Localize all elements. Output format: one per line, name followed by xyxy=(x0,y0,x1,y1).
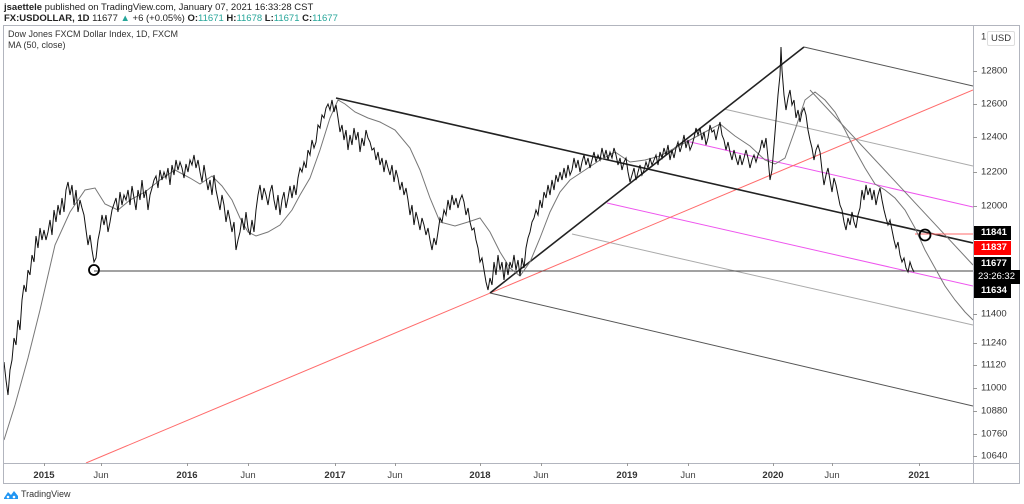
tradingview-brand: TradingView xyxy=(21,489,71,499)
price-axis-label: 11120 xyxy=(981,359,1007,371)
price-axis-label: 12400 xyxy=(981,131,1008,143)
time-axis-label: 2017 xyxy=(324,470,346,481)
time-axis-label: 2015 xyxy=(33,470,55,481)
time-axis-label: Jun xyxy=(240,470,256,481)
time-axis-divider xyxy=(3,463,1020,464)
time-axis-label: Jun xyxy=(387,470,403,481)
trendline-circle-marker xyxy=(918,228,932,242)
currency-label[interactable]: USD xyxy=(987,31,1016,46)
time-tick xyxy=(688,463,689,466)
price-axis-label: 12000 xyxy=(981,200,1008,212)
price-tick xyxy=(973,314,977,315)
pitchfork-magenta-lower xyxy=(606,202,973,287)
price-tick xyxy=(973,206,977,207)
publish-text: published on TradingView.com, January 07… xyxy=(44,2,314,13)
ma-indicator-legend[interactable]: MA (50, close) xyxy=(8,40,66,50)
price-axis-label: 12200 xyxy=(981,166,1008,178)
open-value: 11671 xyxy=(198,13,224,24)
time-axis-label: Jun xyxy=(93,470,109,481)
author-name[interactable]: jsaettele xyxy=(4,2,43,13)
tradingview-footer: TradingView xyxy=(4,489,71,499)
price-change: +6 (+0.05%) xyxy=(132,13,185,24)
symbol-ohlc-line: FX:USDOLLAR, 1D 11677 ▲ +6 (+0.05%) O:11… xyxy=(4,13,338,24)
low-label: L: xyxy=(264,13,274,24)
time-tick xyxy=(541,463,542,466)
price-tick xyxy=(973,411,977,412)
time-tick xyxy=(187,463,188,466)
time-axis-label: Jun xyxy=(680,470,696,481)
close-label: C: xyxy=(302,13,313,24)
pitchfork-upper-line xyxy=(803,46,973,87)
price-tick xyxy=(973,71,977,72)
price-tag-11634: 11634 xyxy=(974,284,1011,298)
price-axis-label: 10640 xyxy=(981,450,1008,462)
time-tick xyxy=(627,463,628,466)
price-axis-label: 11000 xyxy=(981,382,1007,394)
time-tick xyxy=(832,463,833,466)
time-tick xyxy=(919,463,920,466)
time-tick xyxy=(480,463,481,466)
time-axis-label: 2019 xyxy=(616,470,638,481)
up-arrow-icon: ▲ xyxy=(120,13,130,24)
ma50-line xyxy=(4,91,973,441)
price-axis-label: 11400 xyxy=(981,308,1007,320)
price-tick xyxy=(973,456,977,457)
price-tick xyxy=(973,343,977,344)
price-tick xyxy=(973,365,977,366)
time-tick xyxy=(773,463,774,466)
tradingview-logo-icon xyxy=(4,490,18,499)
pitchfork-lower-line xyxy=(489,292,973,407)
price-tick xyxy=(973,104,977,105)
price-axis-label: 11240 xyxy=(981,337,1007,349)
price-tick xyxy=(973,172,977,173)
low-circle-marker xyxy=(88,264,100,276)
pitchfork-median-red-line xyxy=(85,89,973,463)
pitchfork-handle-line xyxy=(489,46,805,294)
close-value: 11677 xyxy=(312,13,338,24)
price-axis-label: 10760 xyxy=(981,428,1008,440)
time-axis-label: 2016 xyxy=(176,470,198,481)
price-tick xyxy=(973,137,977,138)
price-tick xyxy=(973,388,977,389)
chart-frame xyxy=(3,25,1020,484)
time-axis-label: 2020 xyxy=(762,470,784,481)
bar-countdown-tag: 23:26:32 xyxy=(974,270,1020,284)
price-tag-11837: 11837 xyxy=(974,241,1011,255)
descending-trendline xyxy=(335,97,973,244)
open-label: O: xyxy=(187,13,199,24)
symbol-label: FX:USDOLLAR, 1D xyxy=(4,13,90,24)
time-axis-label: 2021 xyxy=(908,470,930,481)
last-price-tag: 11677 xyxy=(974,257,1011,271)
price-axis-label-partial: 1 xyxy=(981,31,987,43)
time-tick xyxy=(248,463,249,466)
price-axis-label: 10880 xyxy=(981,405,1008,417)
price-axis-divider xyxy=(973,25,974,484)
price-tag-11841: 11841 xyxy=(974,226,1011,240)
price-axis-label: 12600 xyxy=(981,98,1008,110)
low-value: 11671 xyxy=(273,13,300,24)
pitchfork-gray-lower xyxy=(571,233,973,326)
time-tick xyxy=(101,463,102,466)
time-tick xyxy=(44,463,45,466)
price-axis-label: 12800 xyxy=(981,65,1008,77)
time-tick xyxy=(335,463,336,466)
last-price: 11677 xyxy=(92,13,118,24)
publish-info: jsaettele published on TradingView.com, … xyxy=(4,2,313,13)
price-tick xyxy=(973,434,977,435)
gray-downtrend-line xyxy=(809,89,973,266)
time-axis-label: Jun xyxy=(824,470,840,481)
time-axis-label: Jun xyxy=(533,470,549,481)
chart-legend-title[interactable]: Dow Jones FXCM Dollar Index, 1D, FXCM xyxy=(8,29,179,39)
high-label: H: xyxy=(226,13,237,24)
time-tick xyxy=(395,463,396,466)
high-value: 11678 xyxy=(236,13,263,24)
time-axis-label: 2018 xyxy=(469,470,491,481)
price-line xyxy=(4,46,915,396)
